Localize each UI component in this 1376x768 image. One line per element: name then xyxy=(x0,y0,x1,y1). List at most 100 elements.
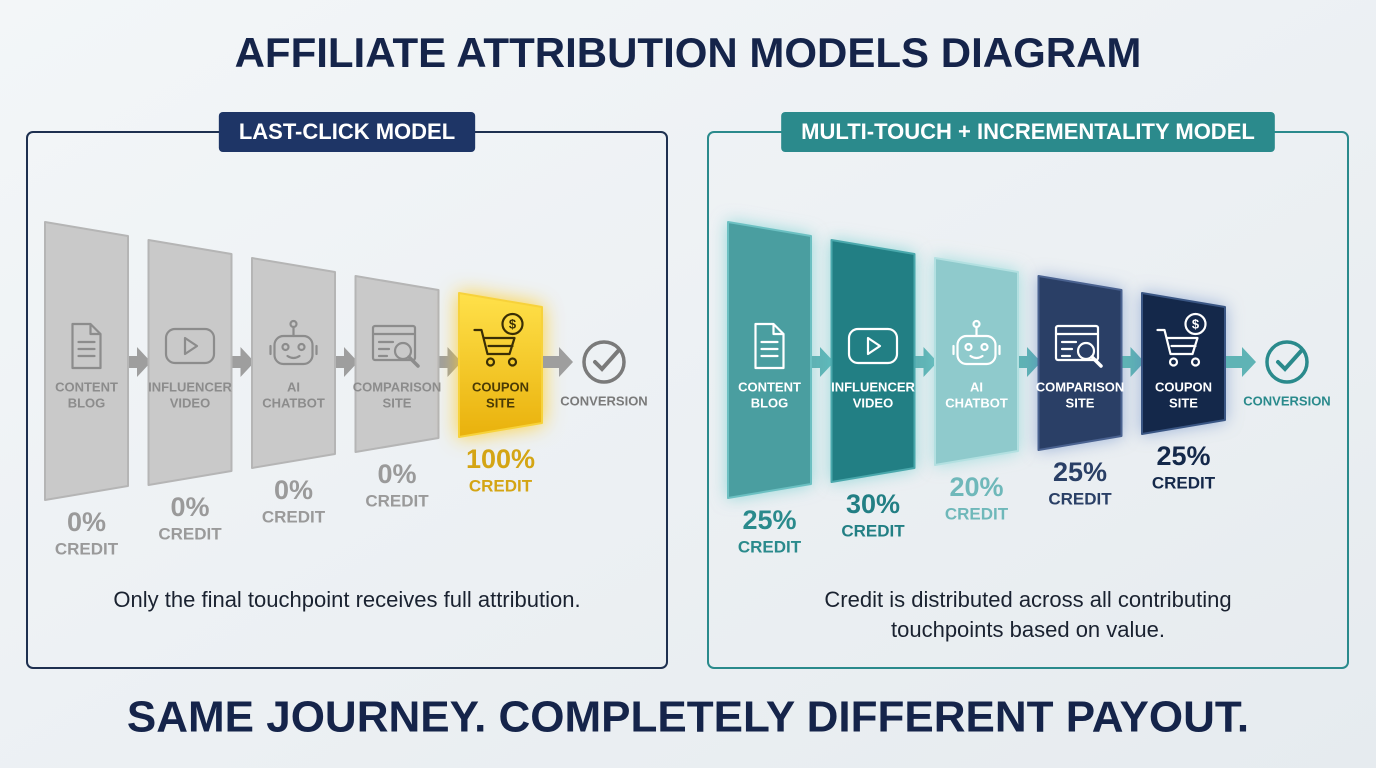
icon xyxy=(1184,312,1207,336)
credit-value: 0% xyxy=(170,492,209,522)
icon xyxy=(289,319,298,329)
icon xyxy=(754,322,785,370)
arrow xyxy=(439,347,462,377)
icon xyxy=(980,342,989,352)
touchpoint-label: SITE xyxy=(1066,395,1095,410)
credit-label: CREDIT xyxy=(1152,473,1216,492)
conversion-icon xyxy=(1265,340,1309,384)
icon xyxy=(1168,357,1179,367)
touchpoint-label: COUPON xyxy=(1155,379,1212,394)
touchpoint-label: VIDEO xyxy=(853,395,893,410)
icon xyxy=(407,355,420,368)
panel-title: LAST-CLICK MODEL xyxy=(239,119,455,144)
credit-label: CREDIT xyxy=(55,539,119,558)
icon xyxy=(847,327,899,365)
panel-caption: Only the final touchpoint receives full … xyxy=(113,587,580,612)
touchpoint-label: INFLUENCER xyxy=(148,379,232,394)
icon xyxy=(71,322,102,370)
arrow xyxy=(336,347,358,377)
touchpoint-card xyxy=(727,221,812,499)
credit-value: 25% xyxy=(1053,457,1107,487)
credit-value: 20% xyxy=(949,472,1003,502)
icon xyxy=(1090,355,1103,368)
icon xyxy=(371,324,417,362)
touchpoint-card xyxy=(1037,275,1123,451)
touchpoint-label: CHATBOT xyxy=(945,395,1008,410)
credit-label: CREDIT xyxy=(158,524,222,543)
icon xyxy=(1054,332,1100,358)
icon xyxy=(1054,324,1100,362)
panel-caption: Credit is distributed across all contrib… xyxy=(824,587,1231,612)
credit-label: CREDIT xyxy=(365,491,429,510)
icon xyxy=(393,341,413,361)
title: AFFILIATE ATTRIBUTION MODELS DIAGRAM xyxy=(235,29,1142,76)
credit-label: CREDIT xyxy=(945,504,1009,523)
touchpoint-label: INFLUENCER xyxy=(831,379,915,394)
touchpoint-label: CONTENT xyxy=(55,379,118,394)
touchpoint-label: CONTENT xyxy=(738,379,801,394)
icon xyxy=(507,357,518,367)
touchpoint-label: VIDEO xyxy=(170,395,210,410)
touchpoint-label: CHATBOT xyxy=(262,395,325,410)
arrow xyxy=(129,347,151,377)
arrow xyxy=(1122,347,1145,377)
arrow xyxy=(1019,347,1041,377)
icon xyxy=(1076,341,1096,361)
touchpoint-label: BLOG xyxy=(751,395,789,410)
touchpoint-label: BLOG xyxy=(68,395,106,410)
panel-badge xyxy=(781,112,1275,152)
icon xyxy=(1156,328,1199,356)
panel-badge xyxy=(218,112,476,152)
touchpoint-card xyxy=(1141,292,1226,435)
icon xyxy=(297,342,306,352)
credit-label: CREDIT xyxy=(1048,489,1112,508)
icon: $ xyxy=(1192,316,1200,331)
icon xyxy=(964,342,973,352)
credit-value: 100% xyxy=(466,444,535,474)
icon: $ xyxy=(509,316,517,331)
credit-label: CREDIT xyxy=(841,521,905,540)
arrow xyxy=(915,347,938,377)
credit-label: CREDIT xyxy=(262,507,326,526)
touchpoint-card xyxy=(830,239,916,483)
icon xyxy=(501,312,524,336)
arrow xyxy=(543,347,573,377)
touchpoint-label: SITE xyxy=(486,395,515,410)
credit-value: 25% xyxy=(742,505,796,535)
touchpoint-card xyxy=(934,257,1019,466)
touchpoint-label: COMPARISON xyxy=(353,379,442,394)
icon xyxy=(269,325,318,360)
credit-value: 25% xyxy=(1156,441,1210,471)
icon xyxy=(952,325,1001,360)
credit-value: 0% xyxy=(377,459,416,489)
conversion-icon xyxy=(593,348,621,372)
conversion-icon xyxy=(1276,348,1304,372)
icon xyxy=(371,332,417,358)
panel-title: MULTI-TOUCH + INCREMENTALITY MODEL xyxy=(801,119,1255,144)
icon xyxy=(183,336,199,356)
touchpoint-label: AI xyxy=(970,379,983,394)
credit-label: CREDIT xyxy=(738,537,802,556)
conversion-label: CONVERSION xyxy=(560,393,647,408)
credit-value: 30% xyxy=(846,489,900,519)
icon xyxy=(1190,357,1201,367)
panel-caption: touchpoints based on value. xyxy=(891,617,1165,642)
conversion-icon xyxy=(582,340,626,384)
touchpoint-label: COUPON xyxy=(472,379,529,394)
arrow xyxy=(812,347,834,377)
touchpoint-label: AI xyxy=(287,379,300,394)
touchpoint-label: SITE xyxy=(1169,395,1198,410)
touchpoint-card xyxy=(458,292,543,438)
icon xyxy=(866,336,882,356)
